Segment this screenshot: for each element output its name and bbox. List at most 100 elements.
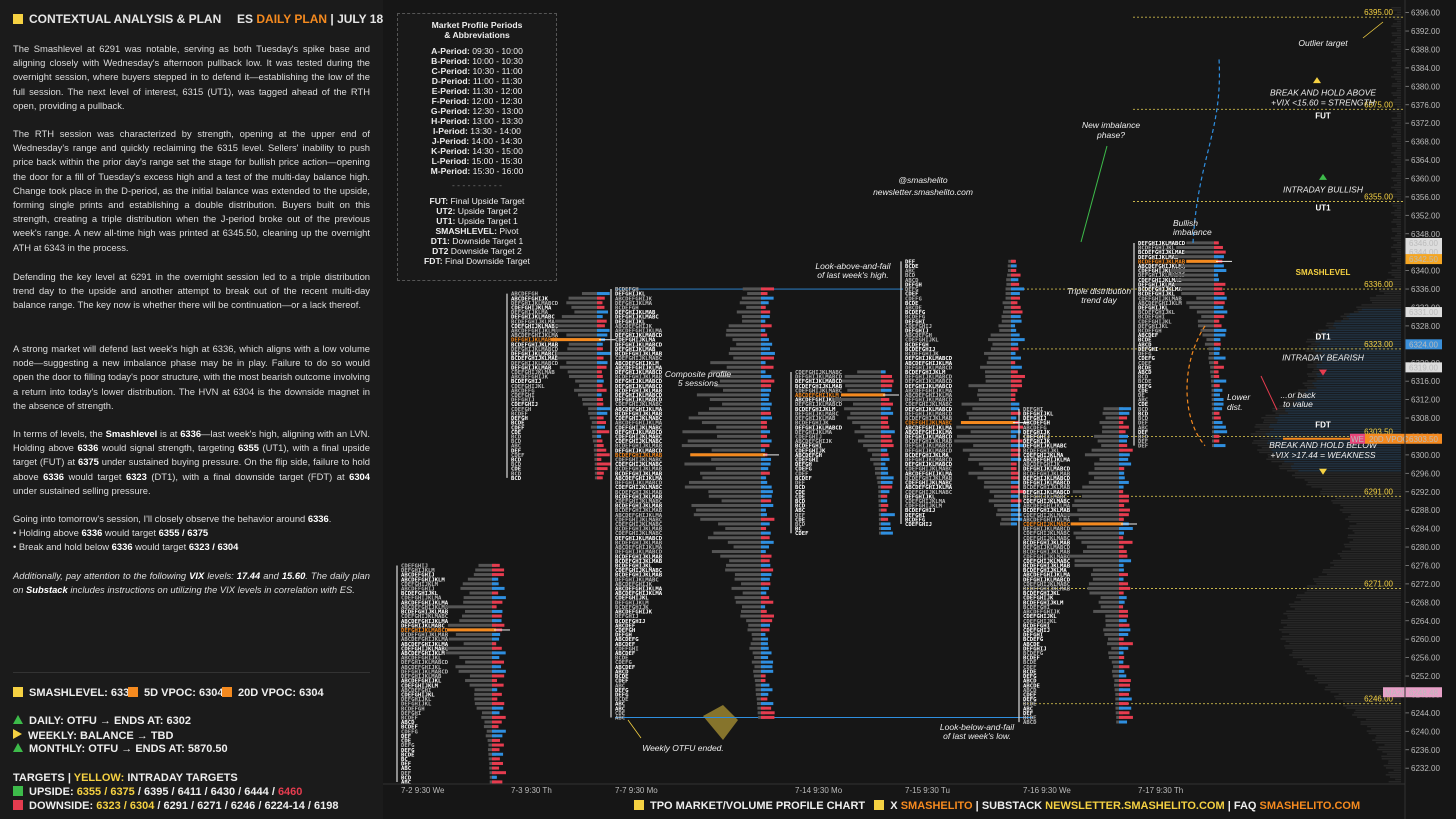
analysis-panel: CONTEXTUAL ANALYSIS & PLAN ES DAILY PLAN… [0, 0, 417, 819]
tpo-row: BCD [795, 485, 806, 491]
volume-bar [1392, 9, 1401, 11]
tpo-row: ABCDEFGHIJK [511, 375, 549, 381]
delta-bar [1214, 301, 1225, 305]
volume-bar [1183, 250, 1218, 254]
tpo-row: DEFGHIJKL [1138, 324, 1169, 330]
tpo-row: DEF [1138, 444, 1149, 450]
volume-bar [1306, 483, 1401, 486]
tpo-row: DEF [1023, 711, 1034, 717]
tpo-row: ABCDE [1023, 683, 1040, 689]
paragraph-7: Additionally, pay attention to the follo… [13, 570, 370, 596]
delta-bar [1214, 370, 1219, 374]
tpo-row: BCDEFGHIJKLMAB [905, 439, 953, 445]
period-row-7: H-Period: 13:00 - 13:30 [431, 116, 523, 126]
tpo-row: DEFGHIJKLMABCD [795, 379, 843, 385]
volume-bar [1397, 55, 1401, 57]
volume-bar [1276, 421, 1401, 424]
y-tick-label: 6376.00 [1411, 101, 1440, 110]
x-handle-link[interactable]: SMASHELITO [900, 800, 973, 812]
level-label-6355.00: 6355.00 [1364, 193, 1393, 202]
abbr-row-1: UT2: Upside Target 2 [436, 206, 518, 216]
volume-bar [1397, 232, 1401, 235]
tpo-row: BCDEFGHIJKLMAB [1023, 540, 1071, 546]
volume-bar [1369, 297, 1401, 299]
volume-bar [1397, 216, 1401, 219]
volume-bar [474, 688, 496, 692]
volume-bar [1376, 294, 1401, 297]
volume-bar [1099, 421, 1123, 425]
delta-bar [492, 651, 506, 655]
volume-bar [983, 467, 1015, 471]
delta-bar [1214, 255, 1224, 259]
price-tag-label: 6248.48 [1409, 688, 1438, 697]
volume-bar [1322, 368, 1401, 371]
delta-bar [761, 324, 772, 328]
panel-title: CONTEXTUAL ANALYSIS & PLAN [29, 12, 222, 26]
tpo-row: ABCDEFGHIJKLMA [1023, 458, 1071, 464]
volume-bar [1394, 276, 1401, 279]
delta-bar [1214, 269, 1227, 273]
volume-bar [1397, 258, 1401, 260]
tpo-row: ABC [401, 766, 411, 772]
delta-bar [1011, 457, 1022, 461]
volume-bar [1330, 691, 1401, 693]
tpo-row: CDEFGHI [795, 458, 819, 464]
volume-bar [968, 384, 1015, 388]
delta-bar [881, 490, 890, 494]
delta-bar [1011, 379, 1022, 383]
volume-bar [1270, 423, 1401, 426]
delta-bar [597, 393, 602, 397]
market-profile-chart[interactable]: 6395.006375.006355.006336.006323.006303.… [383, 0, 1456, 819]
volume-bar [732, 338, 765, 342]
volume-bar [997, 508, 1015, 512]
delta-bar [881, 448, 888, 452]
substack-link[interactable]: NEWSLETTER.SMASHELITO.COM [1045, 800, 1225, 812]
poc-bar [1070, 522, 1123, 526]
volume-bar [968, 471, 1015, 475]
tpo-row: DEFGHIJKLMABCD [615, 536, 663, 542]
volume-bar [978, 462, 1015, 466]
delta-bar [881, 499, 888, 503]
volume-bar [1281, 631, 1401, 633]
delta-bar [597, 476, 603, 480]
daily-trend: DAILY: OTFU → ENDS AT: 6302 [13, 715, 191, 727]
vpoc20-tag-label: 20D VPOC [1369, 435, 1409, 444]
volume-bar [1397, 36, 1401, 39]
volume-bar [1297, 661, 1401, 663]
lower-dist-label: Lower [1227, 392, 1251, 402]
volume-bar [700, 471, 765, 475]
volume-bar [1094, 434, 1123, 438]
delta-bar [1119, 642, 1133, 646]
volume-bar [742, 605, 765, 609]
delta-bar [761, 416, 773, 420]
volume-bar [1394, 103, 1401, 106]
tpo-row: BCDEFGHIJKLMAB [401, 633, 449, 639]
delta-bar [1011, 411, 1021, 415]
volume-bar [751, 660, 765, 664]
volume-bar [1391, 274, 1401, 276]
delta-bar [881, 462, 886, 466]
x-axis: 7-2 9:30 We 7-3 9:30 Th 7-7 9:30 Mo 7-14 9:… [383, 783, 1405, 795]
delta-bar [597, 379, 604, 383]
y-tick-label: 6340.00 [1411, 267, 1440, 276]
tpo-row: BCDEFGHIJ [905, 347, 935, 353]
volume-bar [1105, 619, 1123, 623]
tpo-row: DEFGHIJKLMABC [615, 577, 659, 583]
volume-bar [1111, 669, 1123, 673]
faq-link[interactable]: SMASHELITO.COM [1259, 800, 1361, 812]
delta-bar [1119, 453, 1130, 457]
volume-bar [483, 725, 496, 729]
volume-bar [592, 439, 601, 443]
delta-bar [492, 582, 499, 586]
delta-bar [1119, 586, 1131, 590]
volume-bar [1393, 159, 1401, 161]
delta-bar [1214, 402, 1224, 406]
poc-bar [960, 421, 1015, 425]
volume-bar [684, 462, 765, 466]
delta-bar [881, 531, 893, 535]
profile-7-15: CDEFGHIJBCDEFGDEFGHIBCDEFGHIJCDEFGHIJKLM… [900, 259, 1029, 528]
delta-bar [1011, 273, 1021, 277]
tpo-row: DEFGHIJKLMABCD [615, 550, 663, 556]
vpoc20-tag [1365, 433, 1405, 444]
delta-bar [1214, 356, 1226, 360]
